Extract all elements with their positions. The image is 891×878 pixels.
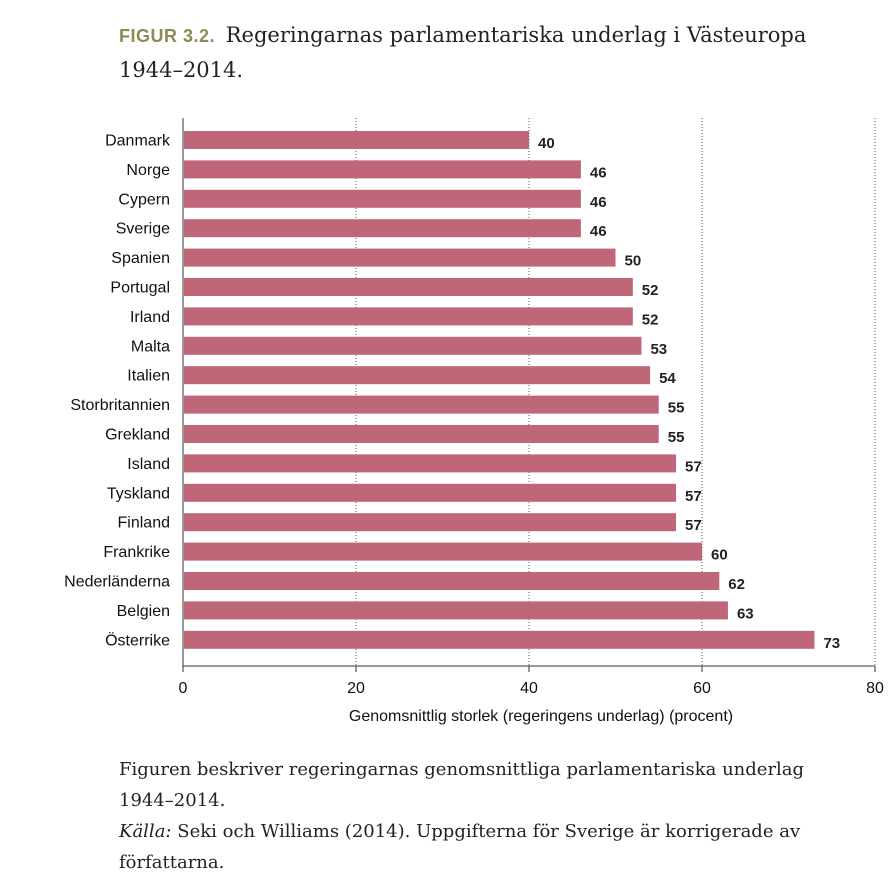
data-label: 57 [685, 488, 702, 505]
bar [184, 454, 677, 473]
category-label: Grekland [105, 427, 170, 444]
category-label: Belgien [117, 603, 170, 620]
category-label: Tyskland [107, 485, 170, 502]
data-label: 57 [685, 458, 702, 475]
category-label: Frankrike [103, 544, 170, 561]
bar [184, 131, 529, 149]
bar [184, 425, 659, 443]
data-label: 55 [668, 429, 685, 446]
x-tick-label: 0 [179, 680, 188, 697]
category-label: Island [127, 456, 170, 473]
bar [184, 307, 633, 326]
data-label: 63 [737, 605, 754, 622]
bar [184, 189, 581, 208]
category-label: Finland [118, 515, 170, 532]
bar [184, 366, 651, 385]
bar [184, 219, 581, 238]
data-label: 46 [590, 194, 607, 211]
figure-title-text: Regeringarnas parlamentariska underlag i… [119, 23, 807, 82]
bar [184, 630, 815, 649]
category-label: Portugal [110, 280, 170, 297]
data-label: 62 [728, 576, 745, 593]
category-label: Italien [127, 368, 170, 385]
data-label: 54 [659, 370, 676, 387]
figure-title: FIGUR 3.2. Regeringarnas parlamentariska… [119, 18, 859, 87]
bars: Danmark 40 Norge 46 Cypern 46 Sverige 46 Spanien… [64, 131, 840, 652]
category-label: Sverige [116, 221, 170, 238]
x-tick-label: 20 [347, 680, 365, 697]
category-label: Storbritannien [70, 397, 170, 414]
bar [184, 248, 616, 267]
category-label: Danmark [105, 133, 171, 150]
data-label: 73 [823, 635, 840, 652]
x-tick-label: 40 [520, 680, 538, 697]
data-label: 55 [668, 400, 685, 417]
x-tick-label: 60 [693, 680, 711, 697]
figure-caption: Figuren beskriver regeringarnas genomsni… [119, 754, 859, 878]
bar [184, 572, 720, 590]
category-label: Malta [131, 338, 170, 355]
bar [184, 513, 677, 532]
caption-text: Figuren beskriver regeringarnas genomsni… [119, 759, 805, 811]
bar [184, 160, 581, 179]
bar-chart: Danmark 40 Norge 46 Cypern 46 Sverige 46 Spanien… [64, 118, 884, 725]
x-tick-label: 80 [866, 680, 884, 697]
x-axis-label: Genomsnittlig storlek (regeringens under… [349, 708, 733, 725]
data-label: 40 [538, 135, 555, 152]
data-label: 50 [625, 253, 642, 270]
x-axis: 0 20 40 60 80 [179, 118, 884, 697]
data-label: 46 [590, 164, 607, 181]
bar [184, 601, 728, 620]
data-label: 52 [642, 311, 659, 328]
caption-source: Källa: Seki och Williams (2014). Uppgift… [119, 816, 859, 878]
source-label: Källa: [119, 821, 172, 842]
data-label: 60 [711, 547, 728, 564]
bar [184, 278, 633, 296]
bar [184, 336, 642, 355]
category-label: Cypern [118, 191, 170, 208]
data-label: 53 [650, 341, 667, 358]
category-label: Nederländerna [64, 574, 170, 591]
category-label: Irland [130, 309, 170, 326]
category-label: Österrike [105, 631, 170, 649]
bar [184, 483, 677, 502]
data-label: 46 [590, 223, 607, 240]
data-label: 52 [642, 282, 659, 299]
source-text: Seki och Williams (2014). Uppgifterna fö… [119, 821, 801, 873]
category-label: Spanien [111, 250, 170, 267]
bar [184, 542, 702, 561]
bar [184, 395, 659, 414]
data-label: 57 [685, 517, 702, 534]
category-label: Norge [126, 162, 170, 179]
figure-label: FIGUR 3.2. [119, 26, 216, 46]
